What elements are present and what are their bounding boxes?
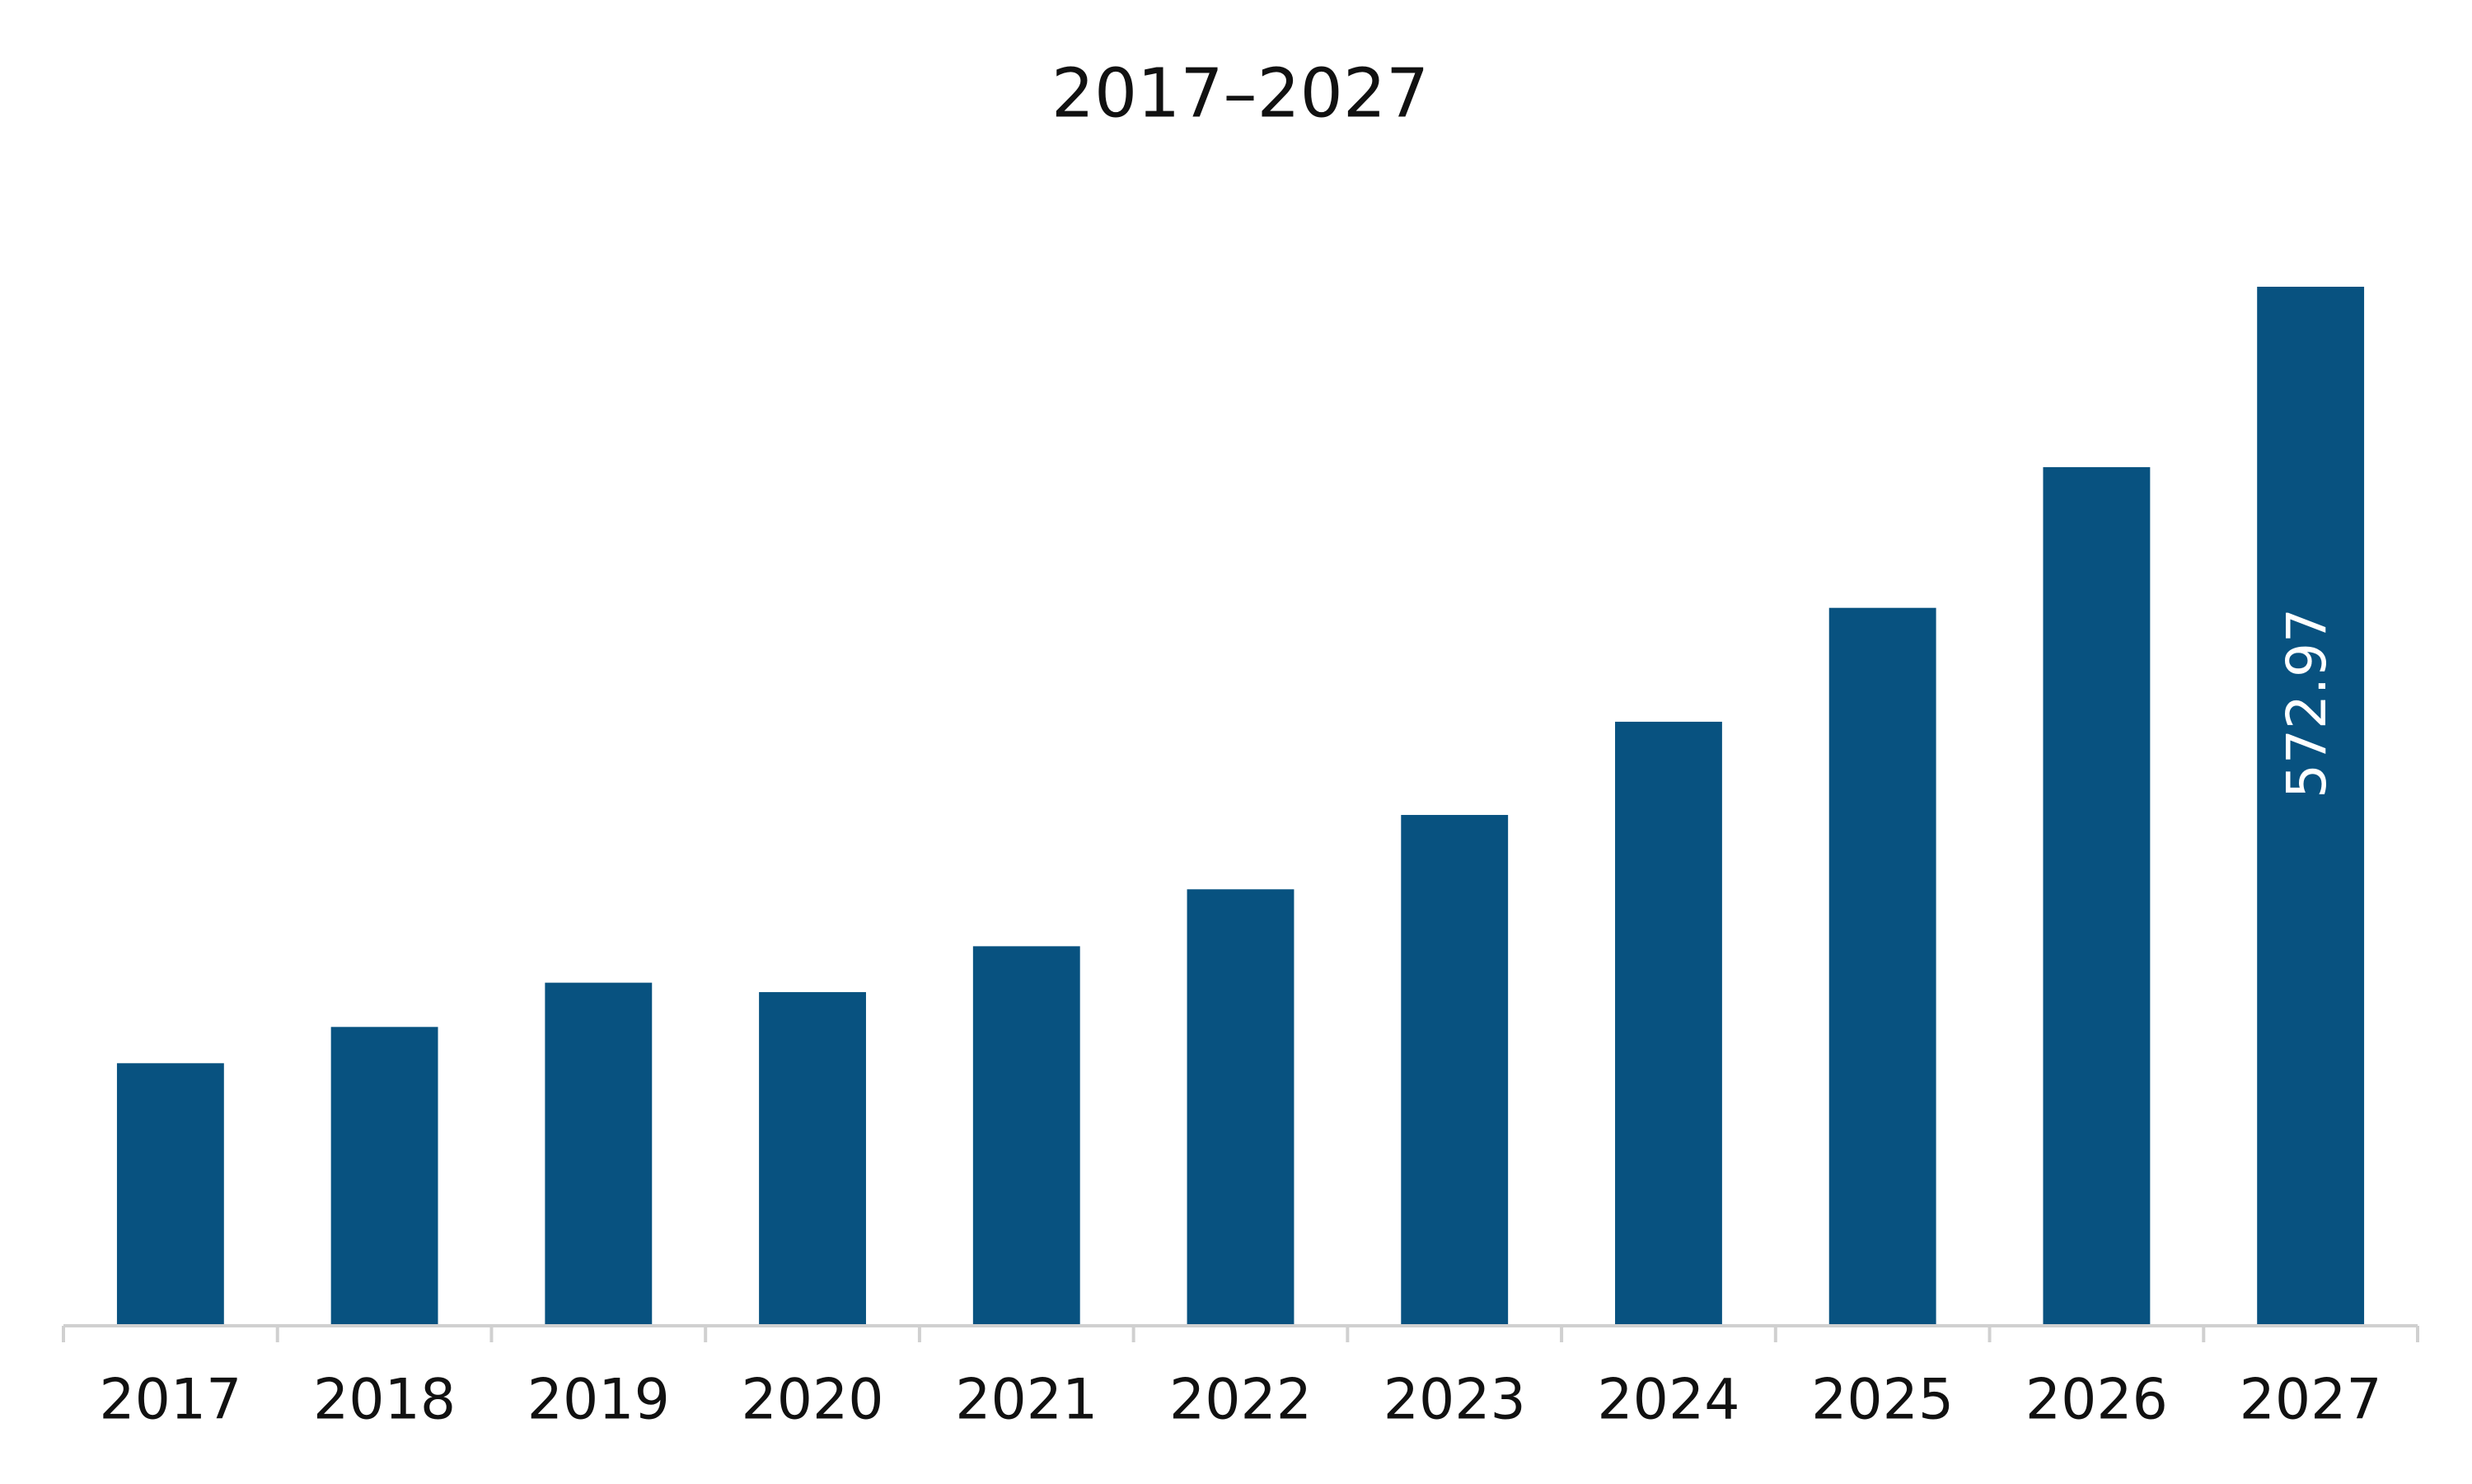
x-tick-label: 2023 — [1383, 1368, 1526, 1433]
bar — [116, 1063, 224, 1326]
value-label: 572.97 — [2275, 608, 2339, 798]
x-tick-label: 2022 — [1169, 1368, 1312, 1433]
x-tick-label: 2024 — [1597, 1368, 1739, 1433]
x-tick-label: 2027 — [2240, 1368, 2382, 1433]
bar — [2257, 287, 2365, 1326]
bar — [1401, 815, 1509, 1326]
x-tick-label: 2020 — [742, 1368, 884, 1433]
x-tick-label: 2025 — [1811, 1368, 1954, 1433]
x-tick-label: 2017 — [99, 1368, 241, 1433]
bar — [1187, 889, 1295, 1326]
bar — [972, 946, 1080, 1326]
x-tick-label: 2019 — [527, 1368, 670, 1433]
bar — [2043, 466, 2151, 1326]
bar — [1615, 721, 1722, 1326]
x-tick-label: 2026 — [2025, 1368, 2168, 1433]
x-tick-label: 2018 — [313, 1368, 456, 1433]
chart-title: 2017–2027 — [1051, 54, 1429, 133]
bar — [759, 992, 866, 1326]
bar — [1828, 607, 1936, 1326]
x-tick-label: 2021 — [955, 1368, 1098, 1433]
bar — [330, 1027, 438, 1326]
bar — [545, 982, 653, 1326]
